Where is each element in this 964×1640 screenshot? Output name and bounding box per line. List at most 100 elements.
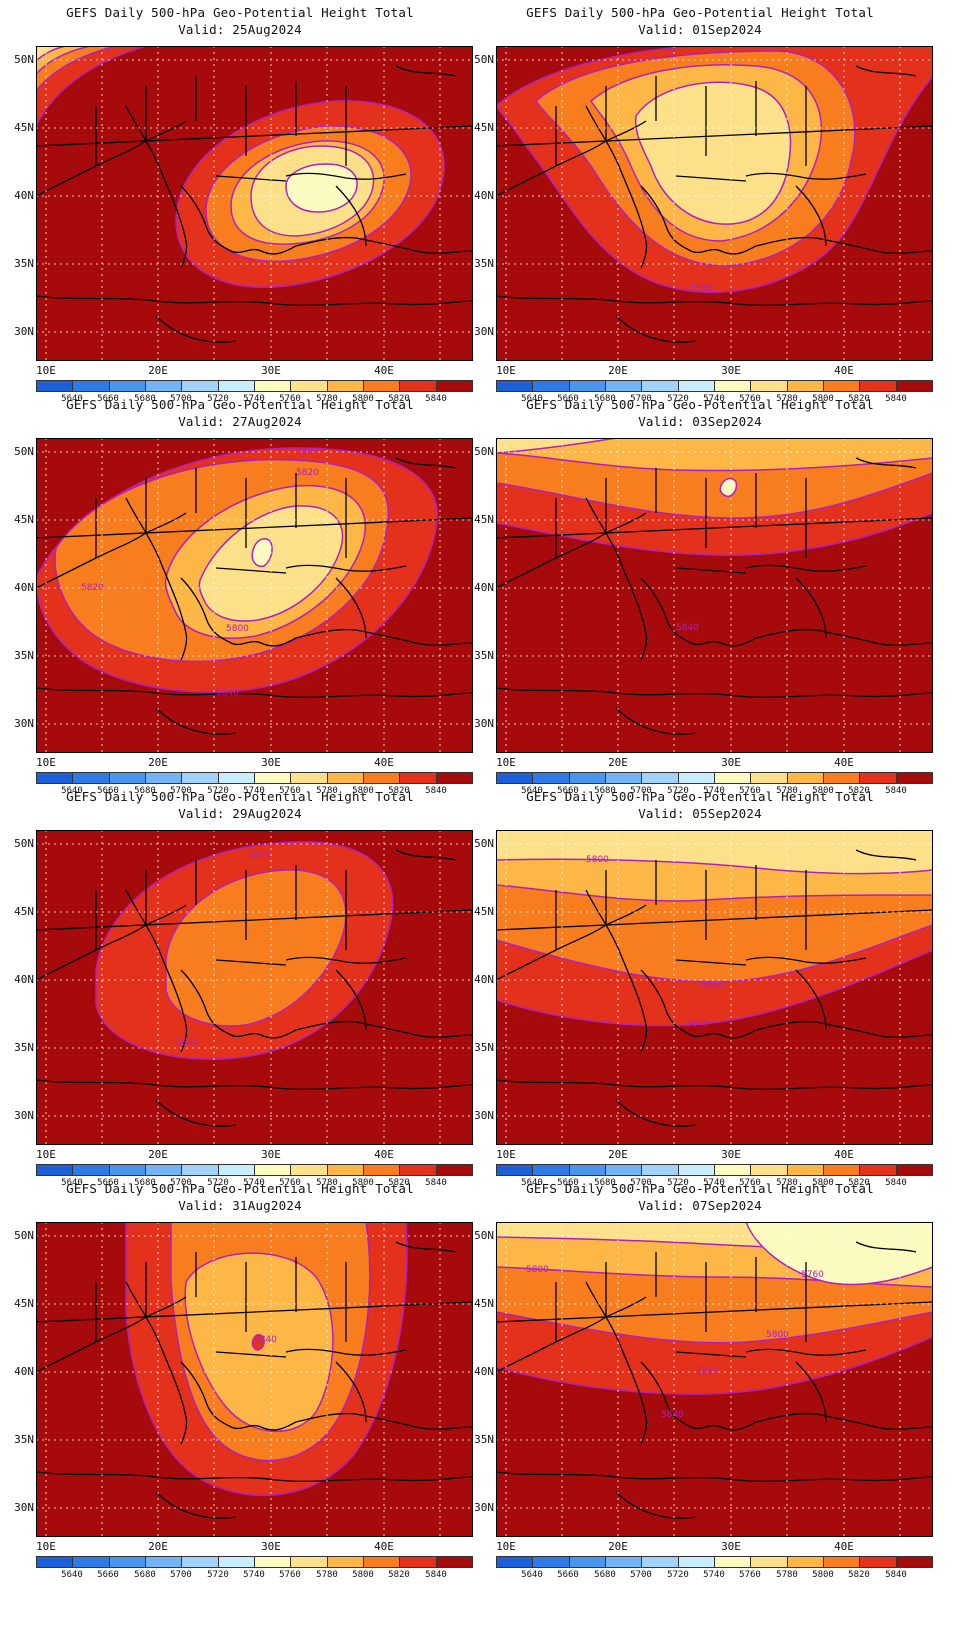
coastline-border (155, 707, 237, 735)
colorbar-swatch (218, 381, 255, 391)
contour-label: 5800 (766, 1330, 789, 1340)
longitude-label: 30E (721, 1148, 741, 1161)
contour-label: 5820 (248, 851, 271, 861)
colorbar-swatch (497, 773, 534, 783)
coastline-border (640, 1361, 692, 1428)
colorbar-label: 5820 (388, 1178, 410, 1188)
latitude-label: 30N (14, 325, 34, 338)
contour-region (719, 477, 738, 498)
colorbar-swatch (182, 1557, 219, 1567)
colorbar-swatch (363, 773, 401, 783)
colorbar-swatch (73, 773, 110, 783)
panel-valid-date: Valid: 05Sep2024 (638, 806, 762, 821)
colorbar-label: 5700 (170, 1570, 192, 1580)
panel-title: GEFS Daily 500-hPa Geo-Potential Height … (66, 397, 414, 412)
latitude-label: 50N (14, 53, 34, 66)
colorbar-swatch (678, 1165, 715, 1175)
coastline-border (585, 1281, 648, 1445)
colorbar-label: 5640 (61, 1570, 83, 1580)
latitude-label: 35N (474, 1433, 494, 1446)
coastline-border (355, 237, 473, 254)
coastline-border (795, 577, 827, 639)
colorbar-label: 5740 (703, 786, 725, 796)
contour-label: 5820 (696, 1367, 719, 1377)
colorbar-label: 5640 (61, 786, 83, 796)
coastline-border (180, 185, 232, 252)
colorbar-label: 5720 (667, 394, 689, 404)
longitude-label: 10E (36, 364, 56, 377)
contour-label: 5840 (216, 688, 239, 698)
latitude-label: 30N (14, 1501, 34, 1514)
map-panel: GEFS Daily 500-hPa Geo-Potential Height … (0, 0, 480, 410)
panel-valid-date: Valid: 07Sep2024 (638, 1198, 762, 1213)
coastline-border (36, 1296, 187, 1373)
colorbar-swatch (569, 1165, 606, 1175)
coastline-border (690, 1020, 817, 1039)
contour-label: 5800 (296, 447, 319, 457)
colorbar-swatch (714, 773, 752, 783)
coastline-border (496, 904, 647, 981)
coastline-border (640, 969, 692, 1036)
colorbar (36, 1164, 473, 1176)
coastline-border (555, 1252, 807, 1342)
coastline-border (496, 1471, 933, 1482)
colorbar-label: 5680 (594, 394, 616, 404)
contour-label: 5800 (226, 624, 249, 634)
longitude-label: 20E (148, 1540, 168, 1553)
coastline-border (36, 1079, 473, 1090)
colorbar-swatch (73, 1165, 110, 1175)
colorbar-swatch (533, 1165, 570, 1175)
latitude-label: 35N (14, 1041, 34, 1054)
colorbar-swatch (182, 773, 219, 783)
contour-label: 5840 (661, 1410, 684, 1420)
colorbar-swatch (363, 1557, 401, 1567)
coastline-border (690, 1412, 817, 1431)
colorbar-label: 5700 (630, 786, 652, 796)
height-contour-map: 5840 (496, 46, 933, 361)
colorbar-swatch (860, 773, 897, 783)
latitude-label: 35N (474, 257, 494, 270)
longitude-label: 40E (374, 756, 394, 769)
colorbar-label: 5680 (134, 1178, 156, 1188)
colorbar-swatch (896, 1165, 932, 1175)
colorbar-label: 5800 (352, 786, 374, 796)
colorbar-label: 5680 (594, 1178, 616, 1188)
colorbar-swatch (327, 773, 364, 783)
contour-label: 5760 (801, 1270, 824, 1280)
colorbar-label: 5780 (776, 1570, 798, 1580)
map-panel: GEFS Daily 500-hPa Geo-Potential Height … (0, 392, 480, 802)
colorbar-swatch (145, 1165, 183, 1175)
colorbar-label: 5760 (279, 1570, 301, 1580)
latitude-label: 35N (14, 1433, 34, 1446)
longitude-label: 40E (834, 364, 854, 377)
map-panel: GEFS Daily 500-hPa Geo-Potential Height … (0, 784, 480, 1194)
latitude-label: 45N (14, 513, 34, 526)
coastline-border (285, 564, 407, 572)
coastline-border (355, 1021, 473, 1038)
colorbar-label: 5840 (885, 1570, 907, 1580)
colorbar-label: 5800 (812, 1570, 834, 1580)
colorbar-swatch (605, 381, 643, 391)
contour-region (745, 1222, 933, 1286)
map-frame: 5840 (496, 438, 933, 753)
colorbar-label: 5820 (388, 394, 410, 404)
coastline-border (815, 1021, 933, 1038)
height-contour-map: 5800 5760 5800 5820 5840 (496, 1222, 933, 1537)
coastline-border (496, 909, 933, 931)
contour-label: 5820 (701, 980, 724, 990)
colorbar-label: 5820 (388, 1570, 410, 1580)
colorbar-swatch (896, 381, 932, 391)
colorbar-label: 5720 (207, 394, 229, 404)
coastline-border (215, 567, 287, 574)
latitude-label: 50N (14, 1229, 34, 1242)
longitude-label: 20E (148, 364, 168, 377)
latitude-label: 35N (474, 1041, 494, 1054)
colorbar-swatch (787, 773, 824, 783)
colorbar-swatch (533, 381, 570, 391)
contour-label: 5840 (254, 1335, 277, 1345)
colorbar-label: 5740 (243, 394, 265, 404)
colorbar-swatch (145, 773, 183, 783)
coastline-border (615, 1099, 697, 1127)
coastline-border (745, 1348, 867, 1356)
colorbar-swatch (109, 1557, 146, 1567)
